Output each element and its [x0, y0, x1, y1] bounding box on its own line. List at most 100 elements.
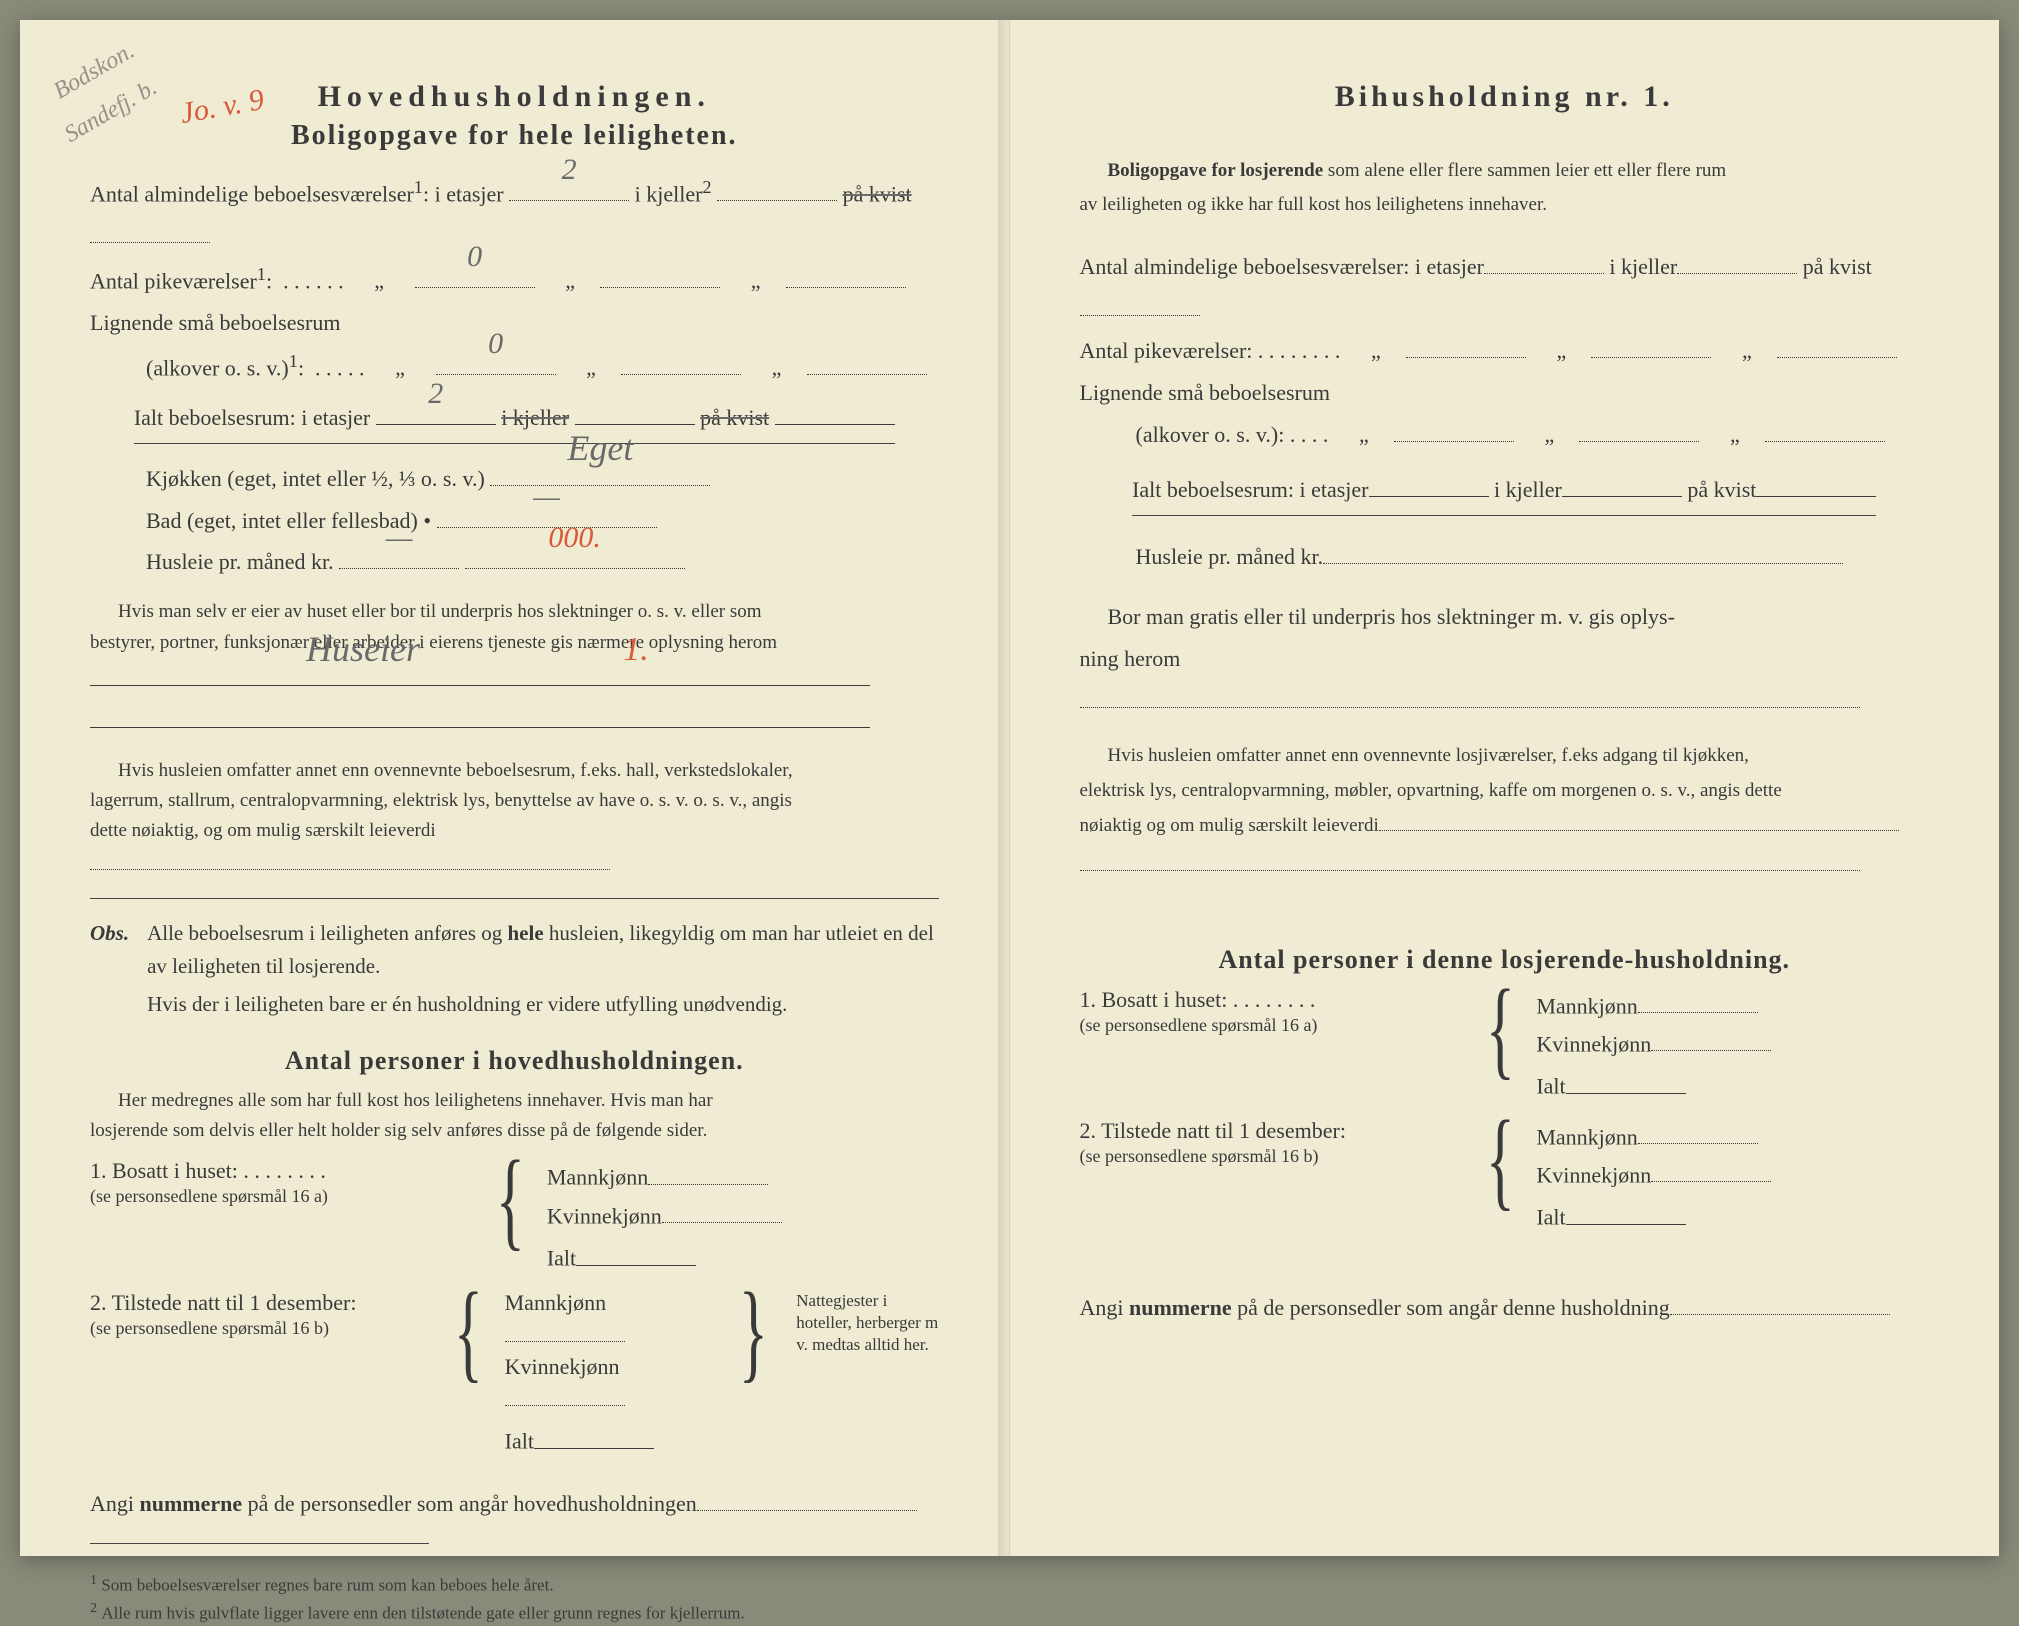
t: Ialt beboelsesrum: i etasjer — [1132, 477, 1368, 502]
blank-owner-line: Huseier 1. — [90, 660, 870, 686]
fill-pike: 0 — [467, 228, 482, 285]
fill-husleie-red: 000. — [548, 509, 601, 566]
t: Mannkjønn — [1536, 1124, 1637, 1149]
b — [621, 349, 741, 375]
blank-husleie-2: 000. — [465, 543, 685, 569]
b — [1080, 681, 1860, 707]
footnotes: 1 Som beboelsesværelser regnes bare rum … — [90, 1570, 939, 1626]
b — [648, 1158, 768, 1184]
t: ning herom — [1080, 646, 1181, 671]
t: Alle beboelsesrum i leiligheten anføres … — [147, 921, 507, 945]
sup: 1 — [257, 264, 266, 284]
lbl: i kjeller — [635, 181, 703, 206]
divider — [90, 1543, 429, 1544]
b — [1756, 471, 1876, 497]
b — [697, 1484, 917, 1510]
blank-kjokken: Eget — [490, 459, 710, 485]
t: Som beboelsesværelser regnes bare rum so… — [101, 1575, 553, 1594]
t: elektrisk lys, centralopvarmning, møbler… — [1080, 780, 1782, 801]
t: på kvist — [1803, 254, 1872, 279]
r-para: Hvis husleien omfatter annet enn ovennev… — [1080, 739, 1930, 842]
t: 2. Tilstede natt til 1 desember: — [1080, 1118, 1346, 1143]
t: Mannkjønn — [505, 1290, 606, 1315]
sidenote: Nattegjester i hoteller, herberger m v. … — [796, 1290, 938, 1356]
r-rooms: Antal almindelige beboelsesværelser: i e… — [1080, 246, 1930, 330]
blank-etasjer: 2 — [509, 175, 629, 201]
t: Boligopgave for losjerende — [1108, 160, 1324, 181]
brace-icon: { — [1485, 979, 1514, 1078]
r-angi: Angi nummerne på de personsedler som ang… — [1080, 1287, 1930, 1329]
blank-alkover: 0 — [436, 349, 556, 375]
b — [1369, 471, 1489, 497]
t: 1. Bosatt i huset: . . . . . . . . — [90, 1158, 326, 1183]
t: Ialt — [1536, 1074, 1565, 1099]
sup: 1 — [289, 351, 298, 371]
t: Alle rum hvis gulvflate ligger lavere en… — [101, 1603, 744, 1622]
b — [1579, 415, 1699, 441]
t: Kvinnekjønn — [1536, 1031, 1651, 1056]
t: 2 — [90, 1600, 97, 1616]
left-title-2: Boligopgave for hele leiligheten. — [90, 120, 939, 152]
t: Antal pikeværelser: . . . . . . . . — [1080, 338, 1341, 363]
lead: Boligopgave for losjerende som alene ell… — [1080, 154, 1930, 222]
t: Hvis husleien omfatter annet enn ovennev… — [118, 760, 793, 781]
b — [1080, 290, 1200, 316]
b — [1080, 844, 1860, 870]
row-husleie: Husleie pr. måned kr. — 000. — [90, 541, 939, 583]
sub: Her medregnes alle som har full kost hos… — [90, 1086, 939, 1147]
lbl: Kjøkken (eget, intet eller ½, ⅓ o. s. v.… — [146, 466, 485, 491]
r-bor: Bor man gratis eller til underpris hos s… — [1080, 596, 1930, 638]
b — [1765, 415, 1885, 441]
document: Bodskon. Sandefj. b. Jo. v. 9 Hovedhusho… — [20, 20, 1999, 1556]
left-title-1: Hovedhusholdningen. — [90, 80, 939, 114]
lbl: Antal almindelige beboelsesværelser — [90, 181, 414, 206]
b — [1566, 1067, 1686, 1093]
row-alkover-1: Lignende små beboelsesrum — [90, 302, 939, 344]
t: nøiaktig og om mulig særskilt leieverdi — [1080, 815, 1379, 836]
lbl: på kvist — [843, 181, 912, 206]
t: Kvinnekjønn — [505, 1354, 620, 1379]
b — [1323, 538, 1843, 564]
r-bor2: ning herom — [1080, 638, 1930, 722]
t: på kvist — [1687, 477, 1756, 502]
rq2: 2. Tilstede natt til 1 desember: (se per… — [1080, 1118, 1930, 1237]
b — [90, 847, 610, 870]
blank-kjeller — [717, 175, 837, 201]
b — [662, 1197, 782, 1223]
b — [786, 262, 906, 288]
q2: 2. Tilstede natt til 1 desember: (se per… — [90, 1290, 939, 1461]
t: som alene eller flere sammen leier ett e… — [1323, 160, 1726, 181]
b — [1379, 808, 1899, 831]
lbl: Ialt beboelsesrum: i etasjer — [134, 405, 370, 430]
t: Angi — [1080, 1295, 1130, 1320]
t: (se personsedlene spørsmål 16 b) — [90, 1318, 428, 1339]
row-pike: Antal pikeværelser1: . . . . . . „ 0 „ „ — [90, 257, 939, 302]
t: dette nøiaktig, og om mulig særskilt lei… — [90, 820, 436, 841]
b — [1651, 1156, 1771, 1182]
rq2-vals: Mannkjønn Kvinnekjønn Ialt — [1536, 1118, 1771, 1237]
t: Hvis husleien omfatter annet enn ovennev… — [1108, 745, 1749, 766]
brace-icon: { — [739, 1282, 768, 1381]
t: 1. Bosatt i huset: . . . . . . . . — [1080, 987, 1316, 1012]
t: Mannkjønn — [547, 1165, 648, 1190]
obs-label: Obs. — [90, 917, 129, 1022]
fill-etasjer: 2 — [562, 141, 577, 198]
t: i kjeller — [1494, 477, 1562, 502]
b — [505, 1316, 625, 1342]
blank-pike: 0 — [415, 262, 535, 288]
q1-label: 1. Bosatt i huset: . . . . . . . . (se p… — [90, 1158, 470, 1207]
b — [1677, 248, 1797, 274]
b — [1638, 1118, 1758, 1144]
angi-row: Angi nummerne på de personsedler som ang… — [90, 1483, 939, 1525]
obs-text: Alle beboelsesrum i leiligheten anføres … — [147, 917, 938, 1022]
rq1-vals: Mannkjønn Kvinnekjønn Ialt — [1536, 987, 1771, 1106]
fill-red-one: 1. — [623, 618, 649, 683]
r-total: Ialt beboelsesrum: i etasjer i kjeller p… — [1080, 469, 1930, 516]
b — [1651, 1025, 1771, 1051]
blank-total-et: 2 — [376, 399, 496, 425]
lbl: Husleie pr. måned kr. — [146, 549, 334, 574]
b — [576, 1239, 696, 1265]
b — [1484, 248, 1604, 274]
t: 1 — [90, 1572, 97, 1588]
b — [505, 1380, 625, 1406]
